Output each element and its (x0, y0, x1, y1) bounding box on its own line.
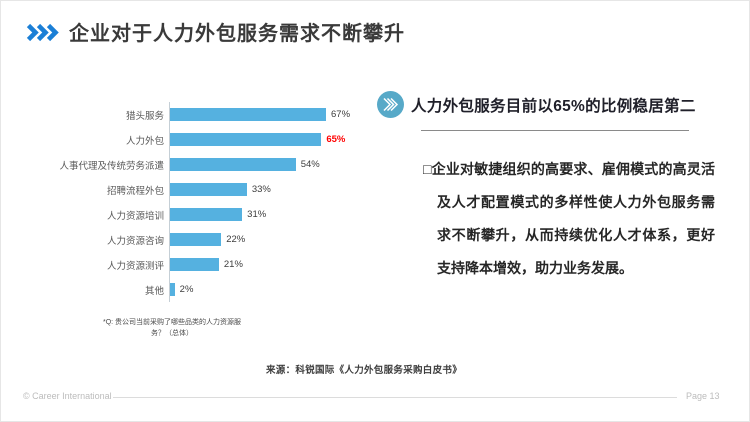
footer-page-number: Page 13 (686, 391, 720, 401)
panel-heading: 人力外包服务目前以65%的比例稳居第二 (411, 98, 696, 115)
bar-category-label: 猎头服务 (125, 110, 164, 122)
bar-track: 54% (169, 152, 354, 177)
bar-row: 猎头服务 67% (39, 102, 354, 127)
bar-row: 人事代理及传统劳务派遣 54% (39, 152, 354, 177)
bar-fill (170, 183, 247, 196)
bar-category-label: 招聘流程外包 (106, 185, 164, 197)
bar-fill (170, 283, 175, 296)
bar-category-label: 人力资源咨询 (106, 235, 164, 247)
bar-fill (170, 133, 322, 146)
bar-value-label: 22% (226, 234, 246, 245)
bar-category-label: 人事代理及传统劳务派遣 (59, 160, 164, 172)
panel-divider (421, 130, 689, 131)
footer-divider (113, 397, 677, 398)
bar-chart: 猎头服务 67% 人力外包 65% 人事代理及传统劳务派遣 54% 招聘流程外包 33% 人力资… (39, 102, 354, 302)
bar-row: 人力资源培训 31% (39, 202, 354, 227)
bar-category-label: 人力资源测评 (106, 260, 164, 272)
footer-copyright: © Career International (23, 391, 112, 401)
chart-footnote: *Q: 贵公司当前采购了哪些品类的人力资源服务？（总体） (102, 319, 242, 338)
bar-track: 31% (169, 202, 354, 227)
bar-fill (170, 258, 219, 271)
panel-body-content: 企业对敏捷组织的高要求、雇佣模式的高灵活及人才配置模式的多样性使人力外包服务需求… (431, 161, 715, 276)
bar-fill (170, 233, 222, 246)
bar-category-label: 人力资源培训 (106, 210, 164, 222)
bar-value-label: 33% (251, 184, 271, 195)
bar-category-label: 人力外包 (125, 135, 164, 147)
bar-track: 33% (169, 177, 354, 202)
bar-value-label: 65% (326, 134, 346, 145)
bar-track: 65% (169, 127, 354, 152)
source-citation: 来源：科锐国际《人力外包服务采购白皮书》 (266, 365, 463, 376)
bar-row: 人力资源咨询 22% (39, 227, 354, 252)
bar-row: 其他 2% (39, 277, 354, 302)
bar-track: 2% (169, 277, 354, 302)
bar-value-label: 67% (331, 109, 351, 120)
circle-chevron-icon (377, 91, 404, 118)
bar-value-label: 2% (179, 284, 194, 295)
page-title: 企业对于人力外包服务需求不断攀升 (69, 23, 405, 45)
bar-fill (170, 208, 243, 221)
bar-track: 21% (169, 252, 354, 277)
bar-value-label: 54% (300, 159, 320, 170)
bar-row: 招聘流程外包 33% (39, 177, 354, 202)
bar-track: 22% (169, 227, 354, 252)
bar-track: 67% (169, 102, 354, 127)
bar-row: 人力资源测评 21% (39, 252, 354, 277)
panel-body-text: □企业对敏捷组织的高要求、雇佣模式的高灵活及人才配置模式的多样性使人力外包服务需… (423, 153, 715, 285)
bar-row: 人力外包 65% (39, 127, 354, 152)
bar-fill (170, 158, 296, 171)
bar-value-label: 21% (223, 259, 243, 270)
square-bullet: □ (423, 161, 432, 177)
bar-value-label: 31% (247, 209, 267, 220)
triple-chevron-icon (26, 23, 59, 42)
bar-fill (170, 108, 326, 121)
slide-header: 企业对于人力外包服务需求不断攀升 (26, 17, 405, 46)
bar-category-label: 其他 (144, 285, 164, 297)
